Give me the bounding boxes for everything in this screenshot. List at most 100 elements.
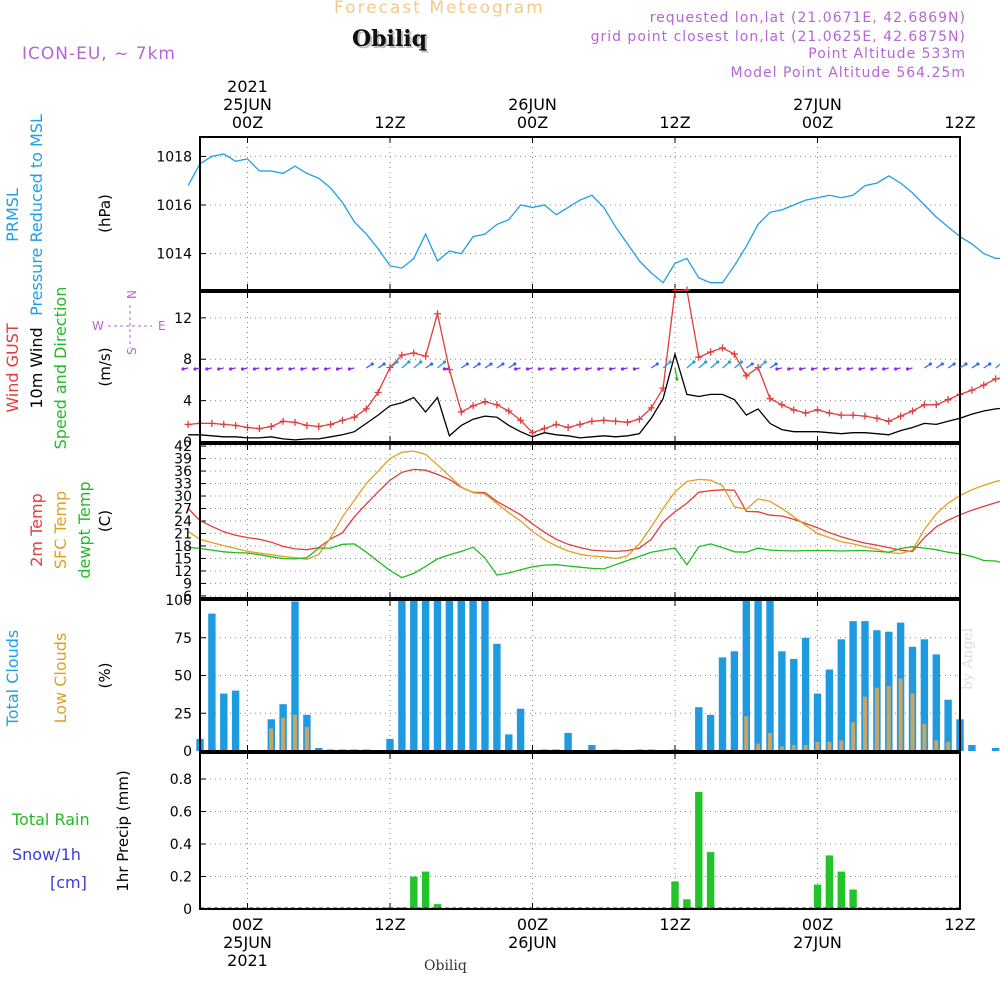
bar-low-clouds: [827, 741, 832, 751]
gust-marker: [944, 396, 952, 404]
y-tick-label: 1018: [156, 149, 192, 165]
y-tick-label: 0: [183, 435, 192, 451]
gust-marker: [220, 420, 228, 428]
wind-arrow-head: [787, 367, 791, 371]
y-axis-label: (C): [96, 510, 114, 532]
gust-marker: [825, 409, 833, 417]
y-tick-label: 12: [174, 564, 192, 580]
gust-marker: [837, 411, 845, 419]
y-tick-label: 27: [174, 502, 192, 518]
wind-arrow-head: [609, 367, 613, 371]
bottom-date-label: 26JUN: [508, 933, 557, 952]
bar-low-clouds: [768, 732, 772, 751]
bar-low-clouds: [803, 745, 808, 751]
bar-rain: [706, 852, 715, 909]
bar-low-clouds: [946, 741, 951, 751]
y-tick-label: 0.2: [170, 870, 192, 886]
bar-total-clouds: [968, 745, 976, 751]
wind-arrow-head: [477, 362, 481, 366]
compass-west: W: [92, 319, 104, 333]
bar-low-clouds: [756, 743, 761, 751]
wind-arrow-head: [229, 367, 233, 371]
gust-marker: [410, 349, 418, 357]
gust-marker: [742, 372, 750, 380]
compass-cross: [108, 305, 152, 348]
gust-marker: [445, 366, 453, 374]
y-tick-label: 50: [174, 669, 192, 685]
model-label: ICON-EU, ~ 7km: [22, 44, 176, 64]
bar-rain: [813, 884, 822, 909]
gust-marker: [730, 350, 738, 358]
bottom-time-label: 00Z: [517, 915, 548, 934]
bar-low-clouds: [874, 687, 879, 751]
wind-arrow-head: [264, 367, 268, 371]
wind-arrow-head: [675, 377, 679, 381]
wind-arrow-head: [240, 367, 245, 371]
gust-marker: [968, 386, 976, 394]
wind-arrow-head: [870, 367, 874, 371]
gust-marker: [303, 421, 311, 429]
bar-total-clouds: [837, 639, 845, 751]
wind-arrow-head: [549, 367, 553, 371]
gust-marker: [564, 424, 572, 432]
series-line-wind-gust: [188, 289, 1000, 434]
gust-marker: [552, 420, 560, 428]
wind-arrow-head: [442, 360, 447, 364]
gust-marker: [778, 401, 786, 409]
bar-total-clouds: [481, 600, 489, 751]
y-tick-label: 0.4: [170, 837, 192, 853]
y-tick-label: 1016: [156, 198, 192, 214]
wind-arrow-head: [430, 362, 434, 366]
wind-arrow-head: [928, 362, 932, 366]
bar-total-clouds: [695, 707, 703, 751]
y-tick-label: 24: [174, 514, 192, 530]
wind-arrow-head: [442, 367, 446, 371]
bar-total-clouds: [220, 693, 228, 751]
wind-arrow-head: [288, 367, 292, 371]
bar-total-clouds: [315, 748, 323, 751]
y-tick-label: 25: [174, 706, 192, 722]
gust-marker: [802, 409, 810, 417]
bar-total-clouds: [778, 651, 786, 751]
top-year-label: 2021: [227, 77, 268, 96]
gust-marker: [481, 398, 489, 406]
top-time-label: 00Z: [232, 113, 263, 132]
wind-arrow-head: [561, 367, 565, 371]
gust-marker: [707, 348, 715, 356]
y-tick-label: 4: [183, 394, 192, 410]
bottom-date-label: 25JUN: [223, 933, 272, 952]
wind-arrow-head: [525, 367, 530, 371]
y-tick-label: 0.6: [170, 805, 192, 821]
wind-arrow-head: [716, 360, 720, 364]
y-axis-label: (hPa): [96, 194, 114, 233]
bar-low-clouds: [922, 723, 927, 751]
gust-marker: [873, 414, 881, 422]
wind-arrow-head: [252, 367, 256, 371]
wind-arrow-head: [513, 362, 517, 366]
wind-arrow-head: [988, 362, 992, 366]
compass-north: N: [125, 290, 139, 299]
wind-arrow-head: [324, 367, 328, 371]
bar-low-clouds: [886, 686, 891, 751]
series-label: 2m Temp: [27, 493, 46, 567]
y-tick-label: 75: [174, 631, 192, 647]
gust-marker: [790, 406, 798, 414]
panel-frame: [199, 443, 961, 599]
wind-arrow-head: [750, 362, 754, 366]
wind-direction-arrow: [674, 367, 678, 380]
y-axis-label: (%): [96, 663, 114, 689]
top-time-label: 12Z: [659, 113, 690, 132]
series-line-10m-wind: [188, 351, 1000, 441]
wind-arrow-head: [632, 367, 636, 371]
bar-total-clouds: [718, 657, 727, 751]
gust-marker: [766, 395, 774, 403]
series-label: Total Clouds: [3, 630, 22, 728]
y-tick-label: 42: [174, 439, 192, 455]
wind-arrow-head: [810, 367, 815, 371]
bottom-time-label: 00Z: [232, 915, 263, 934]
y-axis-label: (m/s): [96, 347, 114, 386]
y-tick-label: 1014: [156, 247, 192, 263]
wind-arrow-head: [799, 367, 803, 371]
wind-arrow-head: [774, 362, 778, 366]
wind-arrow-head: [465, 362, 469, 366]
